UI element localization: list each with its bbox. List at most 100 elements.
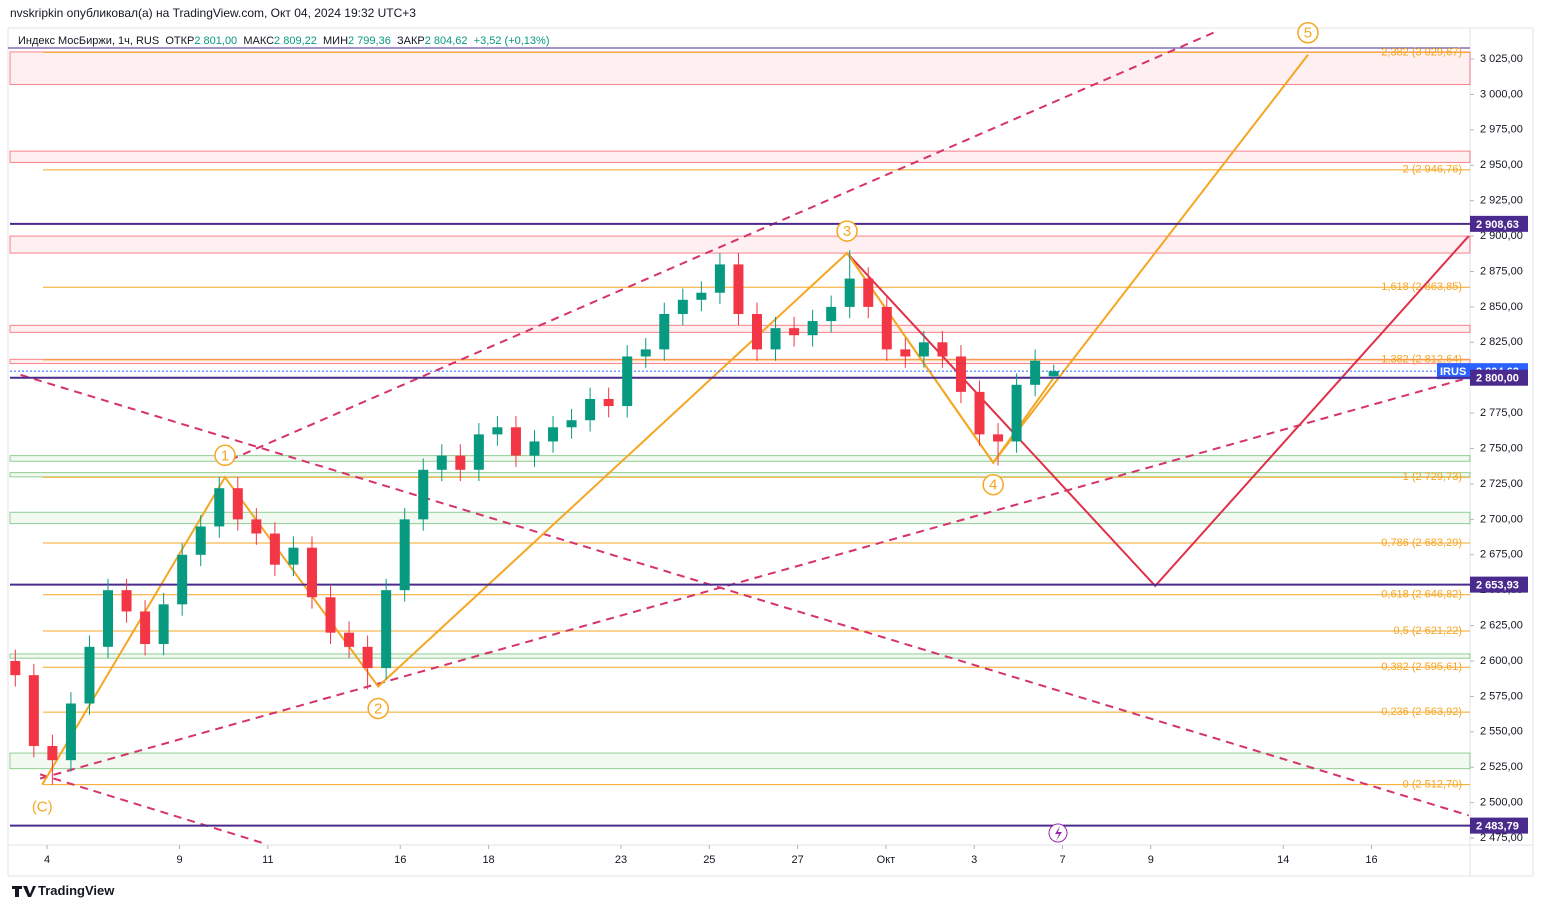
- wave-marker: [214, 444, 236, 467]
- candle-body: [158, 604, 169, 645]
- y-tick-label: 2 600,00: [1480, 655, 1523, 667]
- candle-body: [381, 590, 392, 669]
- candle-body: [733, 264, 744, 314]
- wave-marker: [367, 697, 389, 720]
- candle-body: [84, 646, 95, 704]
- low-label: МИН: [323, 35, 349, 47]
- candle-body: [510, 427, 521, 456]
- candle-body: [1030, 360, 1041, 385]
- zone: [9, 472, 1471, 478]
- candle-body: [344, 632, 355, 647]
- candle-body: [566, 420, 577, 428]
- candle-body: [677, 299, 688, 314]
- high: 2 809,22: [274, 35, 317, 47]
- fib-label: 0,382 (2 595,61): [1381, 661, 1462, 673]
- wave-label: (C): [32, 799, 53, 816]
- candle-body: [844, 278, 855, 307]
- candle-body: [751, 313, 762, 350]
- candle-body: [306, 547, 317, 598]
- candle-body: [140, 611, 151, 645]
- y-tick-label: 2 525,00: [1480, 761, 1523, 773]
- trend-line: [20, 373, 1469, 817]
- candle-body: [492, 427, 503, 435]
- candle-body: [473, 434, 484, 470]
- open-label: ОТКР: [165, 35, 195, 47]
- fib-label: 0,618 (2 646,82): [1381, 589, 1462, 601]
- symbol-badge: [1437, 363, 1470, 380]
- author-line: nvskripkin опубликовал(а) на TradingView…: [10, 6, 416, 20]
- x-tick-label: 16: [1365, 854, 1377, 866]
- zone: [9, 235, 1471, 254]
- candle-body: [881, 306, 892, 350]
- candle-body: [455, 455, 466, 470]
- candle-body: [603, 398, 614, 407]
- candle-body: [47, 745, 58, 761]
- event-icon: [1055, 826, 1062, 841]
- symbol-badge-label: IRUS: [1440, 366, 1466, 378]
- candle-body: [789, 328, 800, 336]
- x-tick-label: 7: [1059, 854, 1065, 866]
- y-tick-label: 2 750,00: [1480, 442, 1523, 454]
- candle-body: [288, 547, 299, 565]
- y-tick-label: 2 700,00: [1480, 513, 1523, 525]
- candle-body: [362, 646, 373, 669]
- x-tick-label: 25: [703, 854, 715, 866]
- close-label: ЗАКР: [396, 35, 425, 47]
- x-tick-label: 9: [176, 854, 182, 866]
- trend-line: [39, 773, 266, 845]
- zone: [9, 511, 1471, 525]
- zone: [9, 324, 1471, 333]
- price-badge-label: 2 800,00: [1476, 373, 1519, 385]
- x-tick-label: 11: [262, 854, 273, 866]
- wave-label: 1: [221, 447, 229, 464]
- candle-body: [918, 342, 929, 357]
- close: 2 804,62: [424, 35, 468, 47]
- price-badge: [1470, 369, 1528, 386]
- candle-body: [900, 349, 911, 357]
- fib-label: 0,236 (2 563,92): [1381, 706, 1462, 718]
- candle-body: [65, 703, 76, 761]
- price-badge: [1470, 215, 1528, 232]
- wave-label: 3: [843, 223, 851, 240]
- x-tick-label: 16: [394, 854, 406, 866]
- y-tick-label: 2 925,00: [1480, 195, 1523, 207]
- trend-line: [846, 252, 1055, 465]
- candle-body: [325, 597, 336, 633]
- candle-body: [436, 455, 447, 470]
- y-tick-label: 2 850,00: [1480, 301, 1523, 313]
- trend-line: [846, 235, 1470, 588]
- candle-body: [548, 427, 559, 442]
- y-tick-label: 3 000,00: [1480, 88, 1523, 100]
- candle-body: [659, 313, 670, 350]
- fib-label: 2,382 (3 029,67): [1381, 46, 1462, 58]
- candle-body: [10, 661, 21, 676]
- candle-body: [103, 590, 114, 647]
- y-tick-label: 2 575,00: [1480, 690, 1523, 702]
- wave-label: 5: [1304, 25, 1312, 42]
- zone: [9, 653, 1471, 659]
- candle-body: [177, 554, 188, 605]
- price-badge-label: 2 483,79: [1476, 821, 1519, 833]
- candle-body: [937, 342, 948, 357]
- x-tick-label: Окт: [877, 854, 896, 866]
- frame: [7, 27, 1534, 877]
- low: 2 799,36: [348, 35, 391, 47]
- candle-body: [807, 321, 818, 336]
- price-badge-label: 2 653,93: [1476, 580, 1519, 592]
- zone: [9, 752, 1471, 770]
- brand: TradingView: [38, 883, 115, 898]
- x-tick-label: 9: [1148, 854, 1154, 866]
- candle-body: [28, 675, 39, 746]
- fib-label: 0,5 (2 621,22): [1394, 625, 1463, 637]
- candle-body: [214, 488, 225, 527]
- candle-body: [399, 519, 410, 591]
- wave-marker: [982, 473, 1004, 496]
- wave-label: 4: [989, 477, 997, 494]
- y-tick-label: 2 900,00: [1480, 230, 1523, 242]
- zone: [9, 455, 1471, 462]
- high-label: МАКС: [243, 35, 275, 47]
- symbol: Индекс МосБиржи, 1ч, RUS: [18, 35, 160, 47]
- x-tick-label: 3: [971, 854, 977, 866]
- candle-body: [1048, 371, 1059, 377]
- candle-body: [121, 590, 132, 612]
